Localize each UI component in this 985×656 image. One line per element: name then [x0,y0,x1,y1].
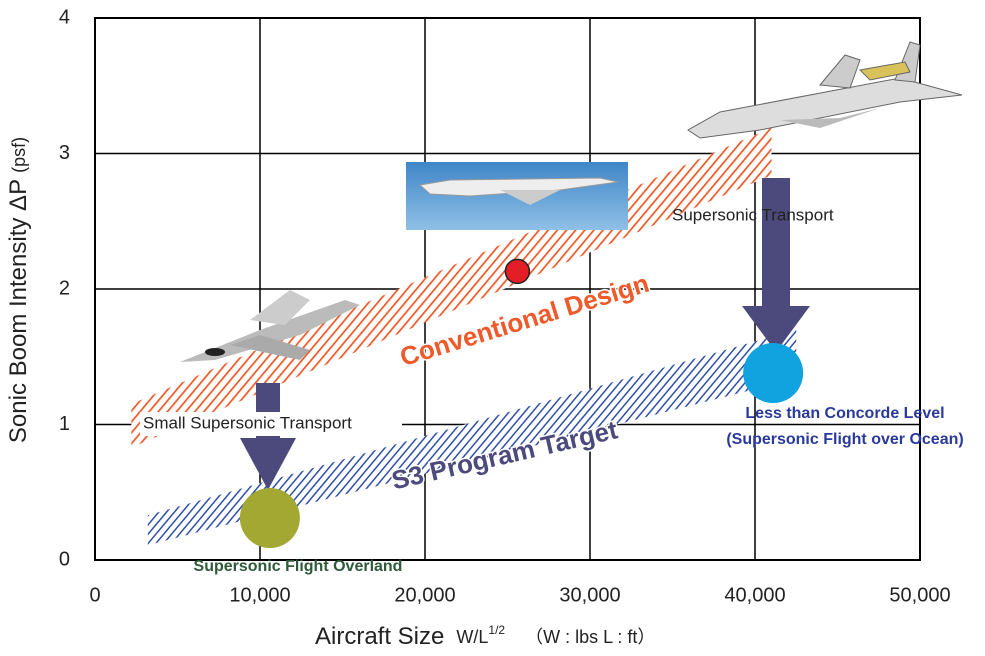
label-background [140,412,402,436]
arrow [240,178,810,490]
y-axis-label-text: Sonic Boom Intensity ΔP [5,179,32,443]
point [504,258,531,285]
band [147,329,797,546]
small-sst-illustration [180,290,360,362]
sst-illustration [687,41,963,139]
x-tick-label: 0 [89,584,100,606]
annotation: (Supersonic Flight over Ocean) [726,431,963,448]
x-axis-formula: W/L [456,627,488,647]
x-axis-label: Aircraft Size W/L1/2 （W : lbs L : ft） [315,623,655,650]
annotation: Less than Concorde Level [745,405,944,422]
plot-frame [94,17,921,561]
annotation: Supersonic Flight Overland [194,558,403,575]
point [239,487,300,548]
x-tick-label: 40,000 [724,584,785,606]
concorde-photo [406,162,628,230]
y-tick-label: 2 [59,277,70,299]
y-tick-label: 3 [59,142,70,164]
y-tick-label: 0 [59,548,70,570]
x-tick-label: 30,000 [559,584,620,606]
x-axis-label-text: Aircraft Size [315,623,444,650]
y-axis-unit: (psf) [9,137,29,173]
point [743,343,804,404]
x-axis-exponent: 1/2 [488,623,505,637]
annotation: Small Supersonic Transport [143,413,352,432]
annotation: Supersonic Transport [672,205,834,224]
x-tick-label: 10,000 [229,584,290,606]
x-tick-label: 20,000 [394,584,455,606]
y-tick-label: 1 [59,413,70,435]
y-axis-label: Sonic Boom Intensity ΔP (psf) [5,137,32,443]
y-tick-label: 4 [59,6,70,28]
x-axis-units: （W : lbs L : ft） [525,627,655,647]
x-tick-label: 50,000 [889,584,950,606]
